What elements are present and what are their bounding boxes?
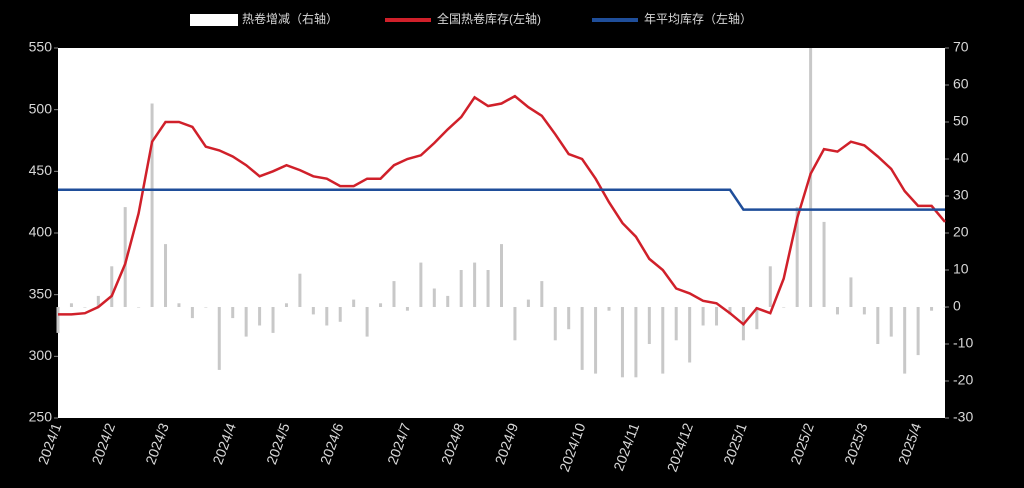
y2-tick-label: 20 (953, 224, 969, 240)
legend-item: 全国热卷库存(左轴) (385, 11, 541, 26)
bar (473, 262, 477, 307)
bar (513, 307, 517, 341)
bar (123, 207, 127, 307)
bar (190, 307, 194, 319)
bar (500, 244, 503, 307)
bar (688, 307, 692, 363)
y2-tick-label: -30 (953, 409, 973, 425)
bar (607, 307, 611, 311)
bar (943, 307, 947, 308)
y-tick-label: 300 (29, 347, 53, 363)
bar (150, 103, 154, 307)
bar (728, 307, 732, 315)
y2-tick-label: 70 (953, 39, 969, 55)
bar (567, 307, 571, 330)
bar (647, 307, 651, 344)
bar (795, 207, 799, 307)
bar (258, 307, 262, 326)
bar (419, 262, 423, 307)
bar (889, 307, 893, 337)
y2-tick-label: 40 (953, 150, 969, 166)
bar (231, 307, 235, 319)
bar (432, 288, 436, 307)
bar (755, 307, 759, 330)
bar (325, 307, 329, 326)
bar (110, 266, 114, 307)
bar (204, 307, 208, 308)
bar (916, 307, 920, 356)
y-tick-label: 350 (29, 285, 53, 301)
legend-label: 热卷增减（右轴） (242, 11, 338, 26)
y2-tick-label: 30 (953, 187, 969, 203)
bar (822, 221, 826, 307)
bar (876, 307, 880, 344)
line (58, 94, 946, 327)
bar (782, 307, 786, 308)
bar (56, 307, 60, 333)
bar (594, 307, 598, 374)
y2-tick-label: 10 (953, 261, 969, 277)
bar (634, 307, 638, 378)
y2-tick-label: 50 (953, 113, 969, 129)
bar (862, 307, 866, 315)
legend-item: 年平均库存（左轴） (592, 11, 752, 26)
bar (620, 307, 624, 378)
bar (674, 307, 678, 341)
bar (177, 303, 181, 307)
bar (352, 299, 356, 307)
legend-label: 全国热卷库存(左轴) (437, 11, 541, 26)
bar (661, 307, 665, 374)
legend-label: 年平均库存（左轴） (644, 11, 752, 26)
bar (365, 307, 369, 337)
bar (715, 307, 719, 326)
bar (298, 273, 302, 307)
bar (83, 307, 87, 308)
bar (271, 307, 275, 333)
legend-swatch (190, 14, 238, 26)
y2-tick-label: 60 (953, 76, 969, 92)
bar (164, 244, 168, 307)
bar (459, 270, 463, 307)
bar (392, 281, 396, 307)
bar (379, 303, 383, 307)
y-tick-label: 250 (29, 409, 53, 425)
bar (701, 307, 705, 326)
bar (580, 307, 584, 370)
bar (486, 270, 490, 307)
bar (768, 266, 772, 307)
bar (244, 307, 248, 337)
bar (526, 299, 530, 307)
bar (553, 307, 557, 341)
bar (338, 307, 342, 322)
line (58, 188, 945, 211)
y-tick-label: 550 (29, 39, 53, 55)
y2-tick-label: 0 (953, 298, 961, 314)
bar (930, 307, 934, 311)
bar (446, 295, 450, 307)
bar (405, 307, 409, 311)
bar (284, 303, 288, 307)
bar (311, 307, 315, 315)
y2-tick-label: -20 (953, 372, 973, 388)
bar (835, 307, 839, 315)
bar (903, 307, 907, 374)
y-tick-label: 400 (29, 224, 53, 240)
bar (96, 295, 100, 307)
y-tick-label: 500 (29, 100, 53, 116)
bar (217, 307, 221, 370)
bar (69, 303, 73, 307)
bar (540, 281, 544, 307)
bar (137, 307, 141, 308)
y2-tick-label: -10 (953, 335, 973, 351)
bar (849, 277, 853, 307)
legend-item: 热卷增减（右轴） (190, 11, 338, 26)
y-tick-label: 450 (29, 162, 53, 178)
